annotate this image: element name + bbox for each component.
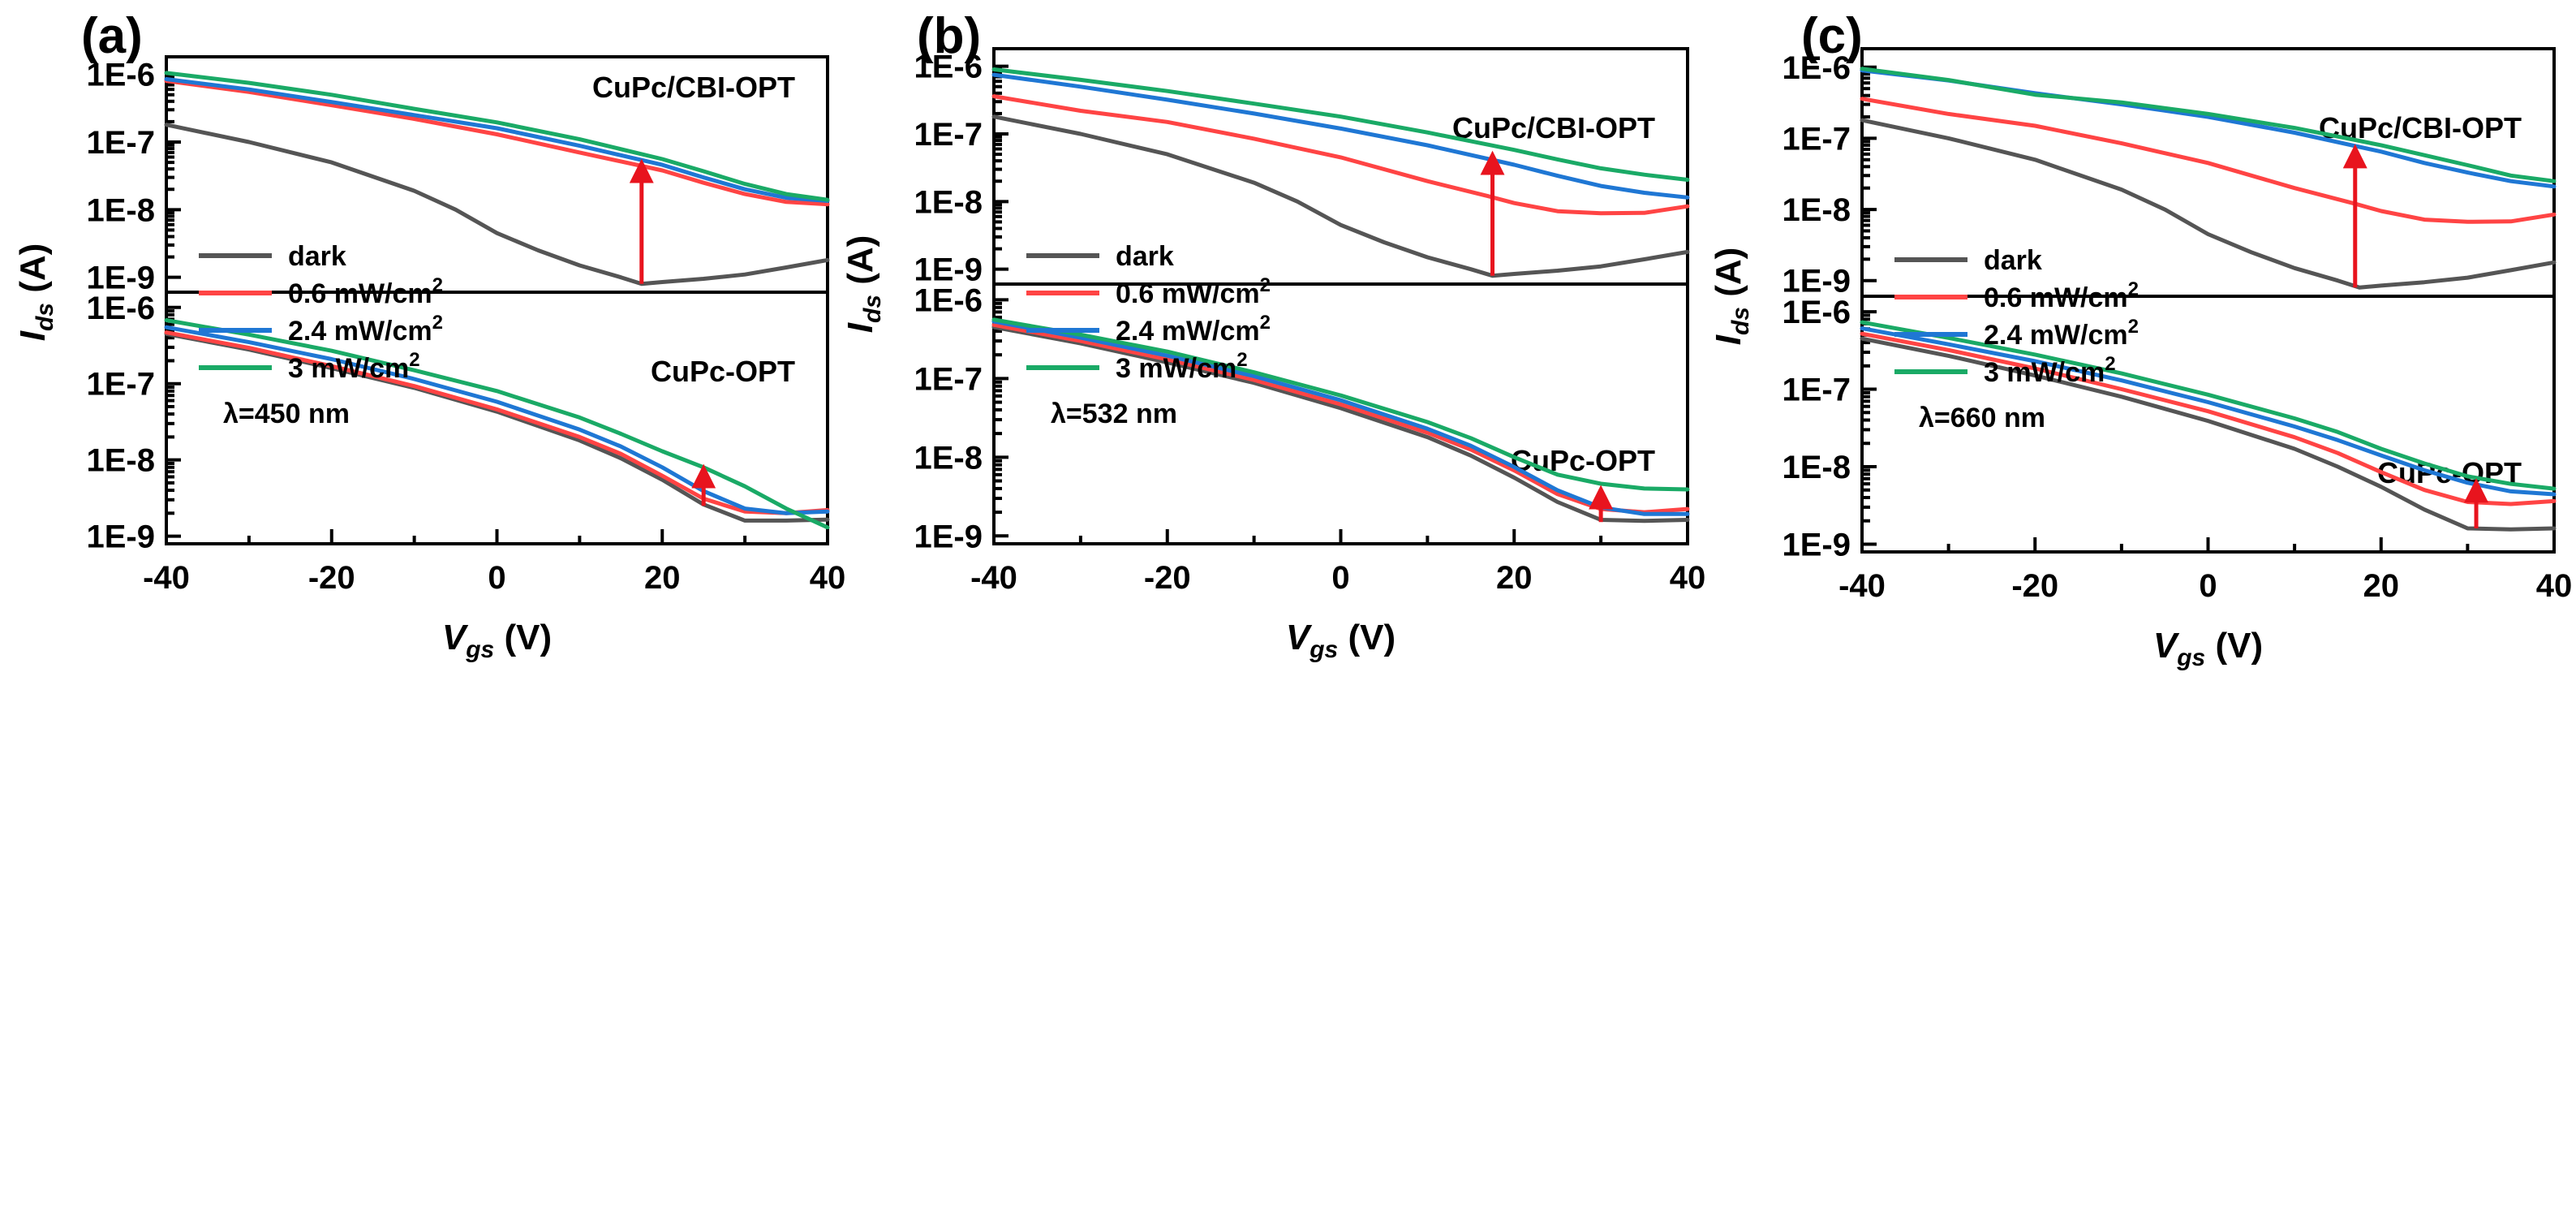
x-tick-label: 40 [810,560,846,596]
y-tick-label: 1E-9 [914,519,983,554]
legend-label: 2.4 mW/cm2 [288,312,443,347]
y-tick-label: 1E-6 [1783,50,1851,86]
legend-label: 3 mW/cm2 [1116,349,1248,384]
series-line-0-6-mw-cm2 [991,94,1690,216]
y-tick-label: 1E-8 [1783,450,1851,485]
y-tick-label: 1E-7 [914,361,983,397]
panel-label: (b) [917,8,981,64]
x-tick-label: 20 [644,560,681,596]
series-line-3-mw-cm2 [164,318,830,530]
subplot-top: 1E-9 1E-8 1E-7 1E-6 CuPc/CBI-OPT [87,55,830,296]
x-tick-label: -20 [2011,568,2058,604]
x-axis-title: Vgs (V) [2153,626,2263,671]
y-tick-label: 1E-9 [914,252,983,288]
y-tick-label: 1E-7 [87,125,156,161]
x-axis-title: Vgs (V) [1286,618,1396,663]
legend-label: 0.6 mW/cm2 [1984,278,2139,313]
y-axis-title: Ids (A) [841,235,886,334]
series-line-2-4-mw-cm2 [164,77,830,203]
legend-label: dark [1984,245,2042,276]
legend-label: 0.6 mW/cm2 [1116,274,1271,309]
y-tick-label: 1E-7 [914,117,983,153]
series-line-dark [991,325,1690,524]
series-line-3-mw-cm2 [164,71,830,202]
x-tick-label: 0 [2199,568,2217,604]
y-tick-label: 1E-6 [87,291,156,326]
x-tick-label: -20 [1144,560,1191,596]
series-line-3-mw-cm2 [1860,320,2557,491]
x-tick-label: -40 [1838,568,1886,604]
series-line-dark [1860,118,2557,290]
y-tick-label: 1E-8 [87,192,156,228]
legend-label: 2.4 mW/cm2 [1984,316,2139,351]
y-tick-label: 1E-8 [914,184,983,220]
wavelength-label: λ=532 nm [1051,399,1177,429]
x-tick-label: 20 [1496,560,1533,596]
device-label: CuPc/CBI-OPT [592,71,795,104]
x-tick-label: 40 [1670,560,1706,596]
y-tick-label: 1E-7 [87,367,156,403]
panel-c: (c)1E-91E-81E-71E-6CuPc/CBI-OPT1E-91E-81… [1709,8,2572,671]
legend-label: 2.4 mW/cm2 [1116,312,1271,347]
legend-label: 0.6 mW/cm2 [288,274,443,309]
y-tick-label: 1E-8 [914,440,983,476]
series-line-3-mw-cm2 [991,317,1690,492]
series-line-3-mw-cm2 [991,67,1690,182]
y-axis-title: Ids (A) [1709,248,1754,346]
device-label: CuPc/CBI-OPT [1452,111,1655,144]
x-tick-label: 40 [2536,568,2573,604]
series-line-2-4-mw-cm2 [164,325,830,515]
subplot-bottom: 1E-9 1E-8 1E-7 1E-6 CuPc-OPT [914,282,1690,554]
legend-label: dark [1116,241,1174,272]
device-label: CuPc-OPT [651,355,795,388]
y-tick-label: 1E-8 [87,443,156,479]
x-tick-label: -20 [308,560,355,596]
x-tick-label: 20 [2363,568,2400,604]
y-tick-label: 1E-7 [1783,373,1851,408]
y-tick-label: 1E-9 [1783,527,1851,562]
y-tick-label: 1E-9 [1783,264,1851,299]
wavelength-label: λ=660 nm [1919,403,2045,433]
subplot-top: 1E-9 1E-8 1E-7 1E-6 CuPc/CBI-OPT [914,47,1690,288]
x-tick-label: 0 [488,560,505,596]
series-line-3-mw-cm2 [1860,67,2557,183]
legend-label: dark [288,241,346,272]
x-tick-label: 0 [1331,560,1349,596]
panel-label: (a) [81,8,143,64]
x-axis-title: Vgs (V) [442,618,552,663]
panel-a: (a)1E-91E-81E-71E-6 CuPc/CBI-OPT1E-91E-81… [13,8,845,663]
y-tick-label: 1E-9 [87,519,156,555]
y-tick-label: 1E-6 [87,58,156,93]
series-line-dark [1860,336,2557,532]
device-label: CuPc-OPT [1511,444,1655,477]
x-tick-label: -40 [143,560,190,596]
panel-b: (b)1E-91E-81E-71E-6CuPc/CBI-OPT1E-91E-81… [841,8,1705,663]
panel-label: (c) [1801,8,1863,64]
series-line-0-6-mw-cm2 [164,330,830,515]
y-tick-label: 1E-7 [1783,121,1851,157]
wavelength-label: λ=450 nm [223,399,350,429]
legend-label: 3 mW/cm2 [288,349,420,384]
y-tick-label: 1E-6 [914,50,983,85]
series-line-dark [164,123,830,287]
y-tick-label: 1E-6 [914,282,983,318]
legend-label: 3 mW/cm2 [1984,353,2116,388]
x-tick-label: -40 [970,560,1017,596]
series-line-dark [991,114,1690,278]
y-tick-label: 1E-6 [1783,295,1851,330]
series-line-2-4-mw-cm2 [991,72,1690,200]
subplot-bottom: 1E-9 1E-8 1E-7 1E-6 CuPc-OPT [87,291,830,555]
y-tick-label: 1E-9 [87,261,156,296]
y-tick-label: 1E-8 [1783,192,1851,228]
y-axis-title: Ids (A) [13,243,58,342]
series-line-0-6-mw-cm2 [164,79,830,207]
series-line-0-6-mw-cm2 [1860,97,2557,224]
